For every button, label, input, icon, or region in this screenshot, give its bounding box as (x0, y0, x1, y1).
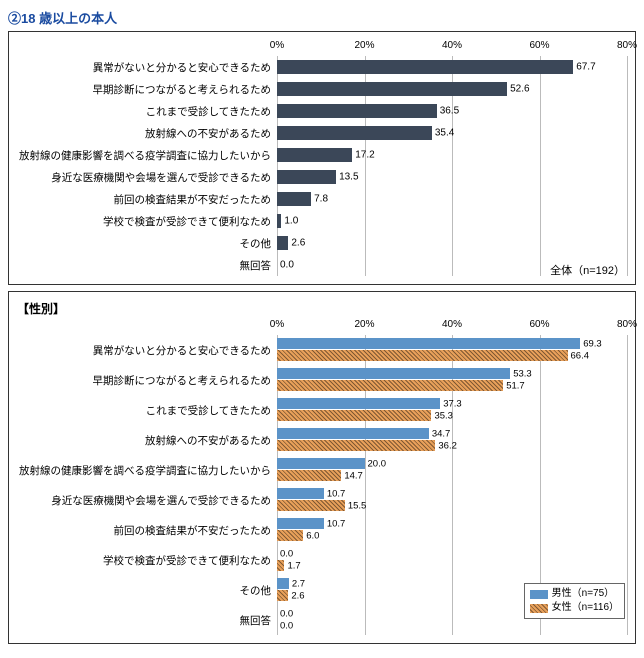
bar-value: 36.5 (437, 106, 459, 117)
bar-value: 36.2 (435, 440, 457, 451)
bar-male: 34.7 (277, 428, 429, 439)
bar-value: 13.5 (336, 172, 358, 183)
legend-label-male: 男性（n=75） (552, 587, 615, 601)
category-label: 放射線への不安があるため (17, 126, 277, 141)
category-label: これまで受診してきたため (17, 403, 277, 418)
bar-value: 53.3 (510, 368, 532, 379)
axis-tick: 40% (442, 40, 462, 51)
bar-value: 67.7 (573, 62, 595, 73)
chart-by-gender: 【性別】 異常がないと分かると安心できるため早期診断につながると考えられるためこ… (8, 291, 636, 644)
category-label: 放射線への不安があるため (17, 433, 277, 448)
axis-tick: 40% (442, 319, 462, 330)
chart-footer: 全体（n=192） (550, 262, 625, 278)
bar-value: 17.2 (352, 150, 374, 161)
legend-swatch-female (530, 604, 548, 613)
chart-subtitle: 【性別】 (17, 300, 627, 317)
axis-tick: 20% (354, 319, 374, 330)
category-label: 早期診断につながると考えられるため (17, 373, 277, 388)
bar-male: 20.0 (277, 458, 365, 469)
bar: 17.2 (277, 148, 352, 162)
bar-value: 6.0 (303, 530, 319, 541)
category-label: 放射線の健康影響を調べる疫学調査に協力したいから (17, 148, 277, 163)
bar-value: 1.0 (281, 216, 298, 227)
category-label: 異常がないと分かると安心できるため (17, 343, 277, 358)
category-label: 放射線の健康影響を調べる疫学調査に協力したいから (17, 463, 277, 478)
category-label: 早期診断につながると考えられるため (17, 82, 277, 97)
category-label: 身近な医療機関や会場を選んで受診できるため (17, 493, 277, 508)
axis-tick: 0% (270, 319, 284, 330)
page-title: ②18 歳以上の本人 (8, 8, 636, 27)
legend-swatch-male (530, 590, 548, 599)
category-label: その他 (17, 583, 277, 598)
bar-value: 35.4 (432, 128, 454, 139)
axis-tick: 80% (617, 40, 637, 51)
legend: 男性（n=75） 女性（n=116） (524, 583, 625, 619)
bar-value: 69.3 (580, 338, 602, 349)
legend-label-female: 女性（n=116） (552, 601, 619, 615)
bar-value: 52.6 (507, 84, 529, 95)
bar: 7.8 (277, 192, 311, 206)
bar-value: 10.7 (324, 518, 346, 529)
bar-value: 2.6 (288, 590, 304, 601)
bar: 52.6 (277, 82, 507, 96)
bar-value: 20.0 (365, 458, 387, 469)
bar-female: 6.0 (277, 530, 303, 541)
bar-value: 34.7 (429, 428, 451, 439)
bar-female: 35.3 (277, 410, 431, 421)
bar-value: 1.7 (284, 560, 300, 571)
bar-value: 66.4 (568, 350, 590, 361)
bar-female: 36.2 (277, 440, 435, 451)
category-label: その他 (17, 236, 277, 251)
category-label: 前回の検査結果が不安だったため (17, 523, 277, 538)
bar-value: 15.5 (345, 500, 367, 511)
category-label: これまで受診してきたため (17, 104, 277, 119)
category-label: 身近な医療機関や会場を選んで受診できるため (17, 170, 277, 185)
axis-tick: 60% (529, 40, 549, 51)
bar-value: 14.7 (341, 470, 363, 481)
bar-value: 0.0 (277, 608, 293, 619)
axis-tick: 60% (529, 319, 549, 330)
bar: 1.0 (277, 214, 281, 228)
bar: 13.5 (277, 170, 336, 184)
bar-female: 14.7 (277, 470, 341, 481)
bar-male: 53.3 (277, 368, 510, 379)
chart-overall: 異常がないと分かると安心できるため早期診断につながると考えられるためこれまで受診… (8, 31, 636, 285)
bar-value: 51.7 (503, 380, 525, 391)
bar-value: 7.8 (311, 194, 328, 205)
bar: 36.5 (277, 104, 437, 118)
axis-tick: 20% (354, 40, 374, 51)
bar-value: 10.7 (324, 488, 346, 499)
category-label: 異常がないと分かると安心できるため (17, 60, 277, 75)
axis-tick: 0% (270, 40, 284, 51)
bar-value: 2.7 (289, 578, 305, 589)
bar-value: 35.3 (431, 410, 453, 421)
axis-tick: 80% (617, 319, 637, 330)
bar-value: 2.6 (288, 238, 305, 249)
bar-value: 0.0 (277, 620, 293, 631)
category-label: 無回答 (17, 258, 277, 273)
bar-male: 2.7 (277, 578, 289, 589)
bar-male: 69.3 (277, 338, 580, 349)
bar-female: 2.6 (277, 590, 288, 601)
category-label: 学校で検査が受診できて便利なため (17, 214, 277, 229)
bar-male: 10.7 (277, 488, 324, 499)
bar-female: 66.4 (277, 350, 568, 361)
bar-value: 37.3 (440, 398, 462, 409)
bar-male: 37.3 (277, 398, 440, 409)
category-label: 前回の検査結果が不安だったため (17, 192, 277, 207)
bar-value: 0.0 (277, 548, 293, 559)
bar: 67.7 (277, 60, 573, 74)
bar-male: 10.7 (277, 518, 324, 529)
category-label: 無回答 (17, 613, 277, 628)
category-label: 学校で検査が受診できて便利なため (17, 553, 277, 568)
bar-female: 15.5 (277, 500, 345, 511)
bar: 2.6 (277, 236, 288, 250)
bar-female: 51.7 (277, 380, 503, 391)
bar-value: 0.0 (277, 260, 294, 271)
bar: 35.4 (277, 126, 432, 140)
bar-female: 1.7 (277, 560, 284, 571)
